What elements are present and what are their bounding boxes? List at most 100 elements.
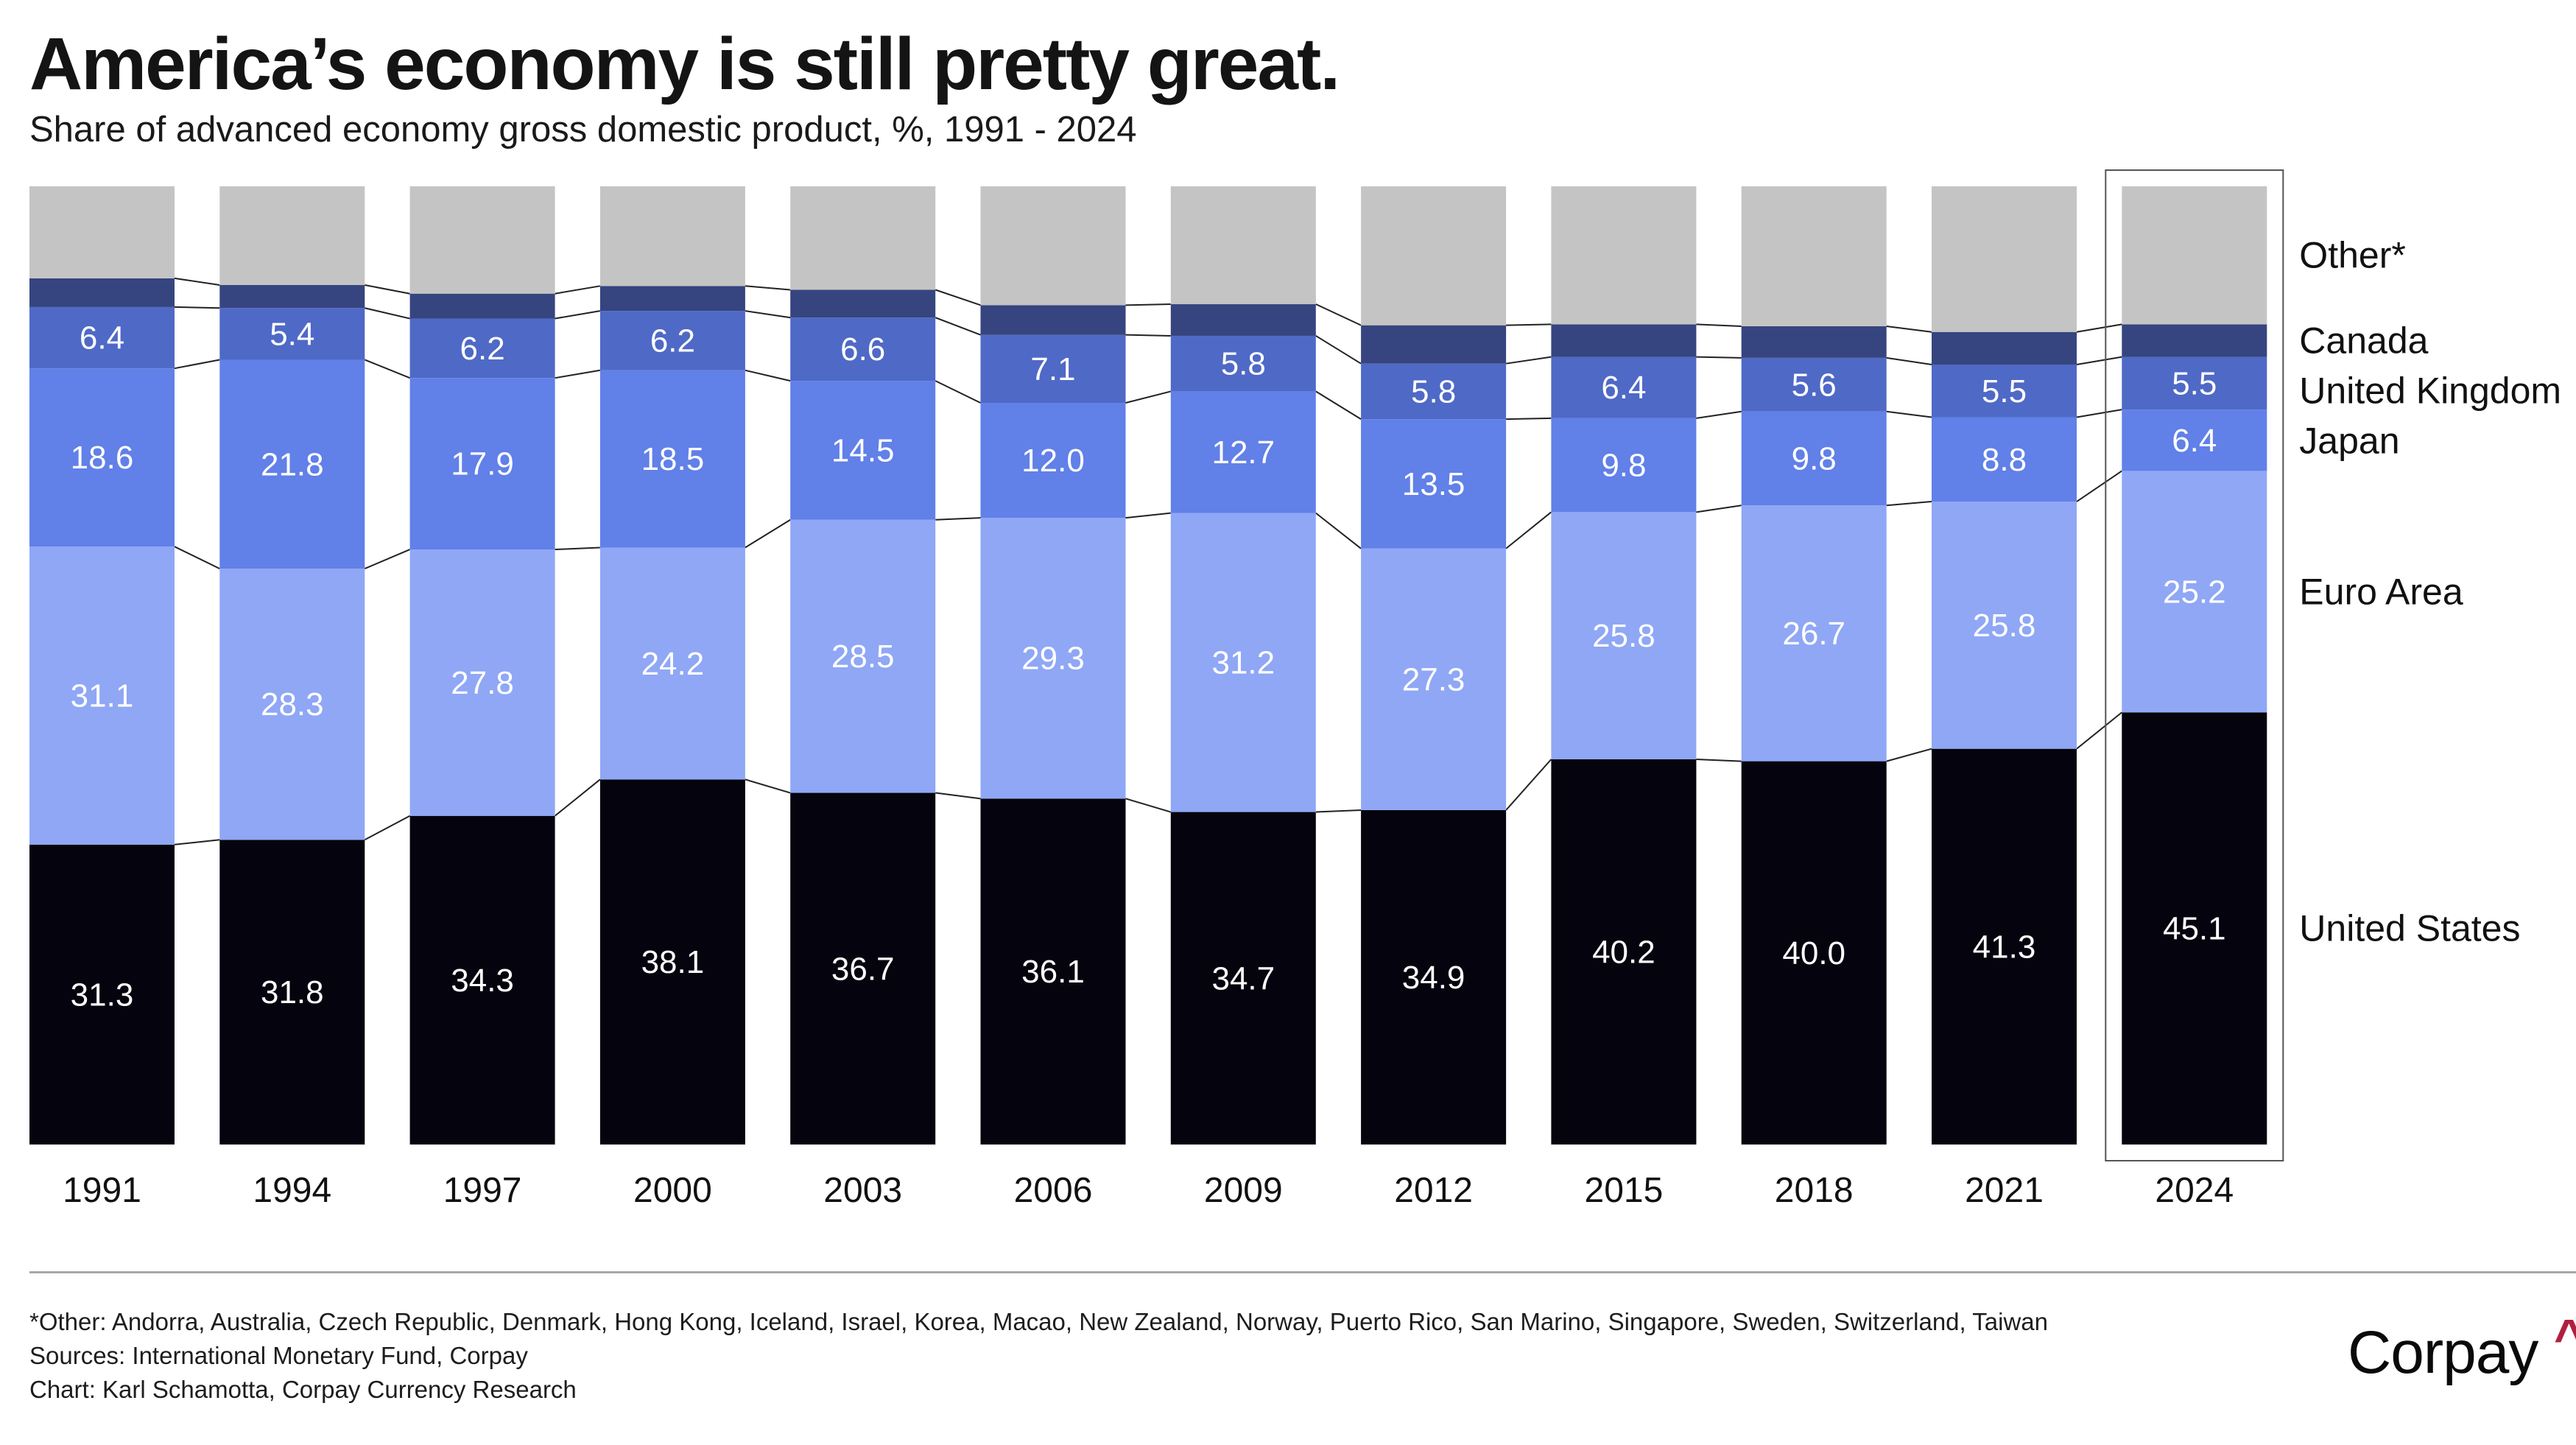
x-tick-label: 2003 <box>823 1171 902 1210</box>
value-label: 40.2 <box>1592 934 1655 970</box>
bar-segment-other-2015 <box>1551 186 1697 325</box>
connector-line <box>935 517 981 521</box>
connector-line <box>745 310 791 319</box>
bar-segment-euro-area-2015 <box>1551 512 1697 759</box>
value-label: 25.8 <box>1973 608 2036 644</box>
bar-segment-euro-area-2006 <box>980 518 1126 799</box>
logo-wordmark: Corpay <box>2348 1319 2538 1386</box>
bar-segment-canada-1997 <box>409 293 555 319</box>
legend-label-other: Other* <box>2299 235 2406 276</box>
bar-segment-united-states-2021 <box>1932 748 2077 1145</box>
connector-line <box>1506 417 1552 421</box>
bar-segment-united-states-2024 <box>2122 712 2267 1145</box>
value-label: 9.8 <box>1601 448 1646 484</box>
x-axis-tick-labels: 1991 1994 1997 2000 2003 2006 2009 2012 2015 2018… <box>63 1171 2234 1210</box>
bar-segment-other-1994 <box>219 186 365 286</box>
value-label: 25.8 <box>1592 618 1655 654</box>
value-label: 6.2 <box>650 323 695 359</box>
bar-segment-canada-2006 <box>980 305 1126 335</box>
connector-lines <box>174 277 2122 845</box>
bar-segment-japan-2000 <box>599 370 745 548</box>
value-label: 45.1 <box>2163 911 2226 947</box>
connector-line <box>174 546 220 569</box>
value-label: 13.5 <box>1402 466 1465 502</box>
bar-segment-japan-1997 <box>409 378 555 550</box>
connector-line <box>174 359 220 370</box>
bar-segment-united-kingdom-1991 <box>29 306 175 369</box>
bar-segment-united-kingdom-2015 <box>1551 356 1697 418</box>
bar-segment-united-states-2012 <box>1361 809 1507 1145</box>
bar-segment-other-2024 <box>2122 186 2267 325</box>
bar-segment-japan-2015 <box>1551 418 1697 513</box>
value-label: 41.3 <box>1973 929 2036 965</box>
connector-line <box>1315 303 1362 326</box>
value-label: 31.8 <box>261 974 324 1010</box>
value-label: 38.1 <box>641 944 705 980</box>
x-tick-label: 2000 <box>633 1171 712 1210</box>
bar-segment-canada-1991 <box>29 278 175 307</box>
connector-line <box>555 369 601 379</box>
x-tick-label: 2012 <box>1394 1171 1473 1210</box>
bar-segment-united-kingdom-1997 <box>409 318 555 379</box>
bar-segment-euro-area-2021 <box>1932 502 2077 749</box>
x-tick-label: 2009 <box>1204 1171 1283 1210</box>
bar-segment-united-kingdom-2009 <box>1170 335 1316 392</box>
bar-segment-other-2000 <box>599 186 745 286</box>
bar-segment-canada-2003 <box>790 289 936 318</box>
value-label: 12.7 <box>1211 435 1275 471</box>
footnote-sources: Sources: International Monetary Fund, Co… <box>29 1342 528 1369</box>
bar-stack-2003 <box>790 186 936 1145</box>
connector-line <box>2076 711 2122 750</box>
bar-segment-other-2009 <box>1170 186 1316 305</box>
bar-segment-united-states-2003 <box>790 792 936 1145</box>
legend-label-euro-area: Euro Area <box>2299 571 2463 612</box>
value-label: 6.2 <box>460 331 505 367</box>
x-tick-label: 2015 <box>1585 1171 1664 1210</box>
bar-stack-1997 <box>409 186 555 1145</box>
bar-segment-canada-2024 <box>2122 324 2267 357</box>
bar-segment-other-2006 <box>980 186 1126 306</box>
connector-line <box>1696 323 1742 327</box>
x-tick-label: 1991 <box>63 1171 141 1210</box>
bar-segment-euro-area-2000 <box>599 547 745 780</box>
value-label: 14.5 <box>831 432 895 468</box>
value-label: 6.6 <box>840 331 885 368</box>
value-label: 6.4 <box>2172 423 2217 459</box>
value-label: 12.0 <box>1021 443 1085 479</box>
connector-line <box>935 289 981 306</box>
value-label: 24.2 <box>641 646 705 682</box>
connector-line <box>745 778 791 794</box>
value-label: 31.2 <box>1211 645 1275 681</box>
chart-subtitle: Share of advanced economy gross domestic… <box>29 110 1137 150</box>
connector-line <box>1696 356 1742 359</box>
value-label: 7.1 <box>1030 351 1075 387</box>
bar-segment-canada-2000 <box>599 286 745 312</box>
value-label: 5.8 <box>1411 373 1456 409</box>
connector-line <box>1696 410 1742 419</box>
bar-stack-2000 <box>599 186 745 1145</box>
stacked-bar-chart: 31.3 31.1 18.6 6.4 31.8 28.3 21.8 5.4 34.3 27.8 17… <box>29 169 2561 1210</box>
bar-segment-japan-1991 <box>29 368 175 547</box>
connector-line <box>1125 390 1172 404</box>
legend: Other* Canada United Kingdom Japan Euro Area… <box>2299 235 2561 949</box>
connector-line <box>1315 390 1362 420</box>
bar-segment-japan-1994 <box>219 359 365 569</box>
bar-stack-1994 <box>219 186 365 1145</box>
value-label: 25.2 <box>2163 574 2226 610</box>
value-label: 28.5 <box>831 639 895 675</box>
bar-stack-2021 <box>1932 186 2077 1145</box>
bar-segment-other-2018 <box>1741 186 1887 326</box>
bar-segment-united-kingdom-2012 <box>1361 363 1507 420</box>
connector-line <box>1315 512 1362 549</box>
value-label: 40.0 <box>1782 935 1845 971</box>
value-label: 29.3 <box>1021 641 1085 677</box>
connector-line <box>555 285 601 295</box>
connector-line <box>1315 335 1362 365</box>
connector-line <box>1506 323 1552 326</box>
connector-line <box>555 546 600 551</box>
connector-line <box>554 778 601 817</box>
connector-line <box>1125 512 1171 519</box>
footer-divider <box>29 1271 2576 1273</box>
connector-line <box>2076 409 2122 418</box>
bar-segment-united-states-1994 <box>219 840 365 1145</box>
